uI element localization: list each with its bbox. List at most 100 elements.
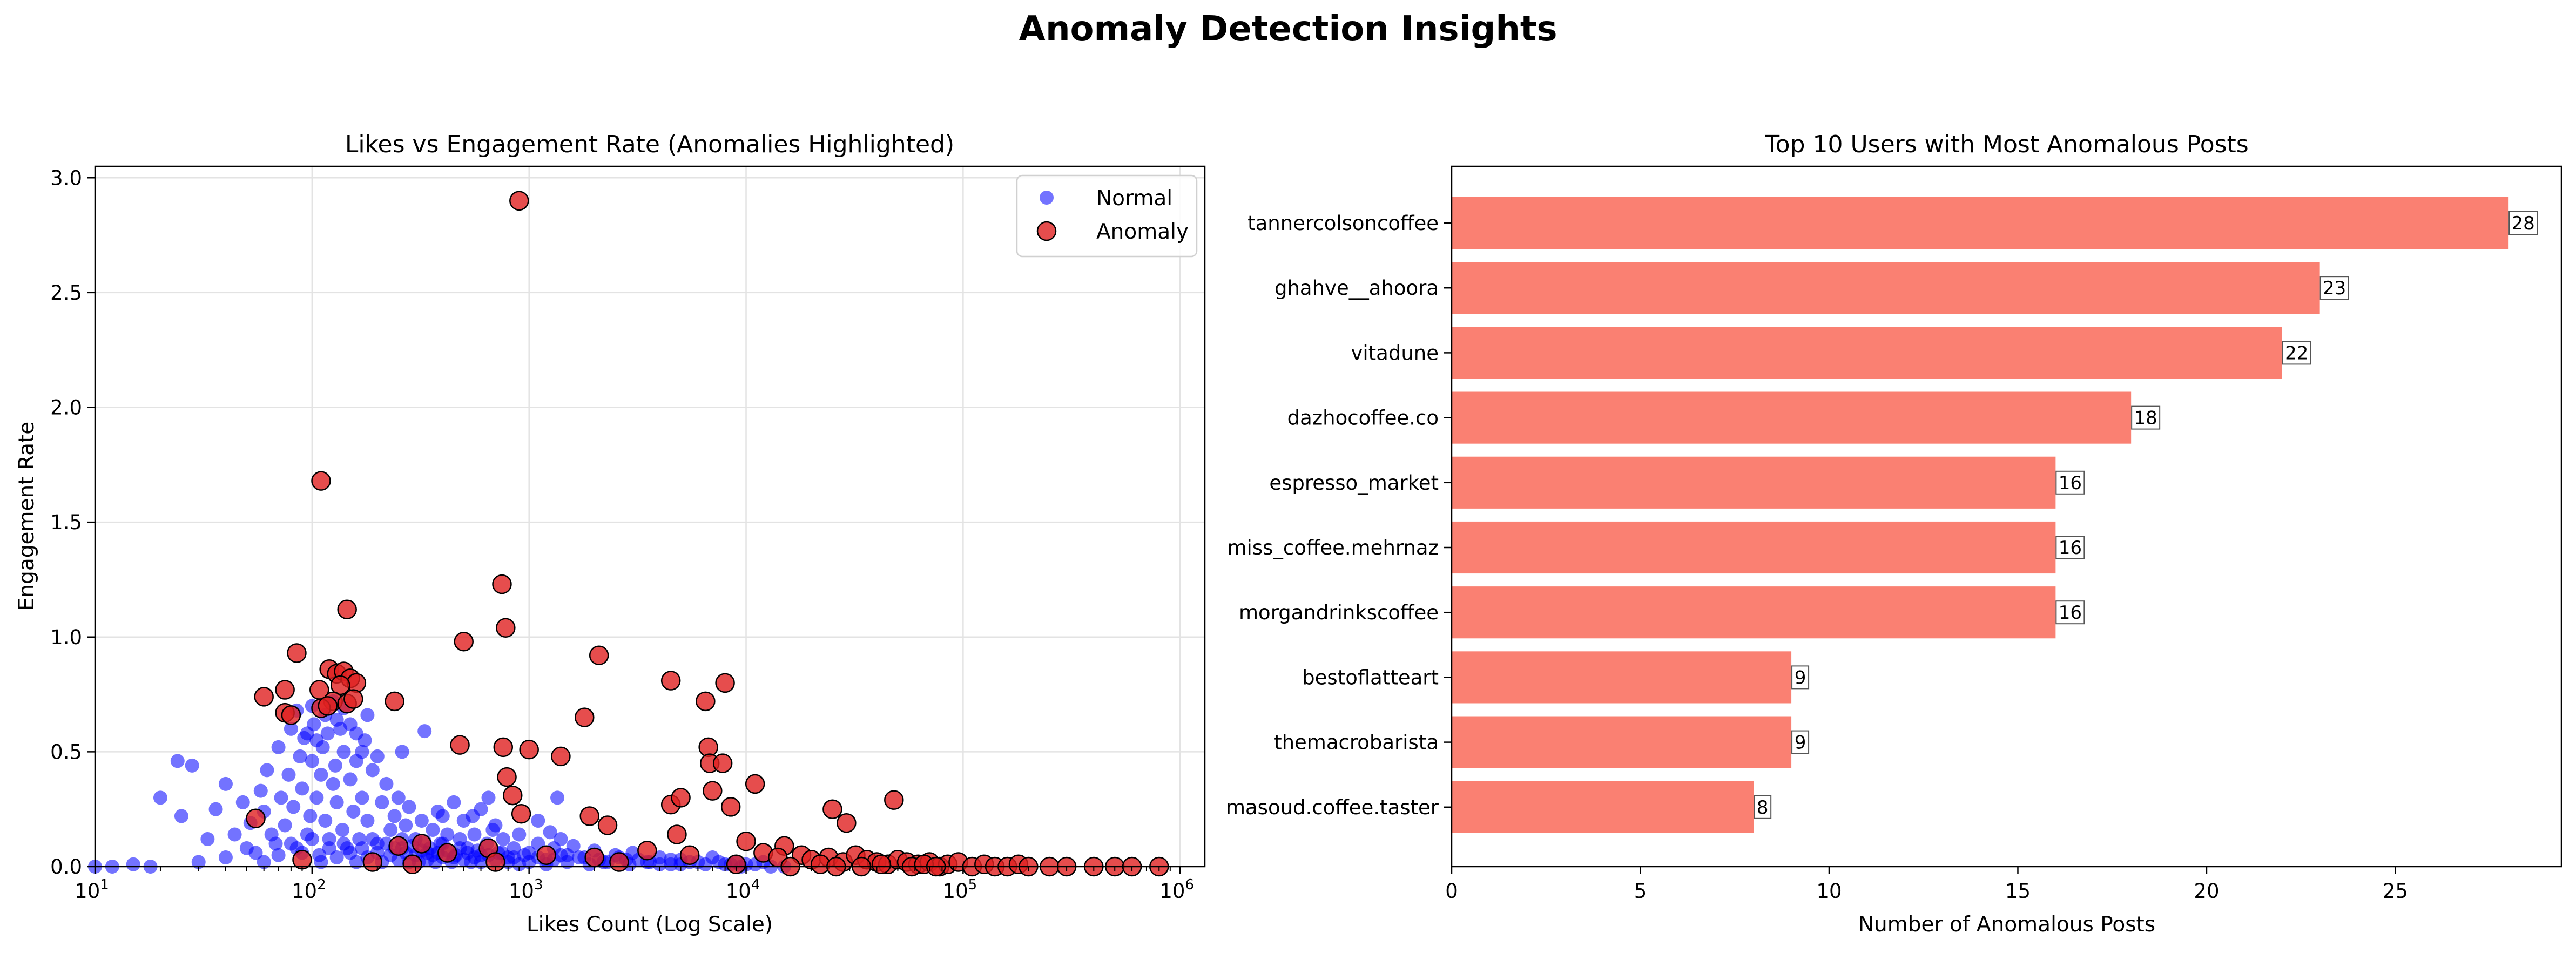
scatter-x-tick-exponent: 6 (1185, 877, 1194, 893)
normal-point (481, 790, 496, 805)
normal-point (402, 800, 416, 814)
bar (1452, 521, 2056, 574)
bar-category-label: espresso_market (1269, 471, 1439, 495)
normal-point (174, 809, 188, 823)
bar-x-tick-label: 25 (2383, 880, 2408, 903)
legend-anomaly-marker (1036, 221, 1057, 241)
normal-point (284, 836, 298, 851)
anomaly-point (884, 790, 904, 810)
normal-point (218, 776, 233, 791)
anomaly-point (337, 599, 357, 619)
normal-point (467, 827, 482, 842)
bar-x-tick-label: 10 (1816, 880, 1842, 903)
normal-point (208, 802, 223, 816)
bar-category-label: ghahve__ahoora (1274, 276, 1439, 300)
bar-value-box (2055, 600, 2085, 625)
scatter-x-tick-exponent: 1 (100, 877, 109, 893)
anomaly-point (454, 632, 474, 652)
normal-point (652, 857, 667, 871)
bar-category-label: vitadune (1351, 341, 1439, 364)
scatter-x-tick-label: 104 (726, 877, 760, 903)
normal-point (300, 726, 314, 741)
anomaly-point (667, 824, 687, 844)
bar-value-label: 16 (2059, 472, 2082, 494)
normal-point (543, 825, 557, 840)
scatter-x-axis-label: Likes Count (Log Scale) (527, 913, 773, 937)
anomaly-point (551, 746, 571, 767)
normal-point (126, 857, 140, 871)
anomaly-point (346, 673, 367, 693)
normal-point (329, 712, 344, 727)
normal-point (399, 818, 413, 833)
bar-marks: 28 23 22 18 16 16 16 9 9 8 (1452, 197, 2538, 833)
anomaly-point (496, 618, 516, 638)
bar-panel: Top 10 Users with Most Anomalous Posts 2… (1226, 131, 2562, 937)
normal-point (550, 790, 565, 805)
anomaly-point (679, 845, 700, 865)
normal-point (260, 763, 274, 778)
normal-point (560, 855, 575, 869)
normal-point (531, 813, 545, 828)
bar-value-label: 22 (2285, 342, 2308, 364)
normal-point (271, 848, 286, 862)
bar-value-box (1791, 730, 1810, 754)
scatter-y-tick-label: 1.5 (50, 511, 82, 534)
bar-value-label: 8 (1757, 797, 1769, 819)
normal-point (274, 790, 288, 805)
figure-title: Anomaly Detection Insights (1019, 9, 1557, 49)
anomaly-point (696, 691, 716, 712)
normal-point (349, 855, 363, 869)
normal-point (336, 745, 351, 759)
scatter-points (88, 191, 1169, 877)
bar-value-label: 16 (2059, 602, 2082, 624)
normal-point (227, 827, 242, 842)
normal-point (305, 754, 319, 768)
anomaly-point (385, 691, 404, 712)
normal-point (318, 813, 333, 828)
scatter-plot-area (95, 166, 1205, 867)
normal-point (395, 745, 409, 759)
normal-point (200, 832, 215, 846)
normal-point (512, 827, 527, 842)
normal-point (355, 745, 369, 759)
normal-point (712, 855, 726, 869)
anomaly-point (318, 696, 338, 716)
bar-category-label: themacrobarista (1274, 731, 1439, 754)
normal-point (239, 841, 254, 855)
normal-point (346, 804, 361, 819)
bar-value-box (2055, 536, 2085, 559)
scatter-x-tick-base: 10 (292, 880, 317, 903)
scatter-x-tick-exponent: 5 (968, 877, 977, 893)
scatter-y-axis-label: Engagement Rate (15, 422, 39, 611)
normal-point (488, 818, 503, 833)
normal-point (391, 790, 406, 805)
normal-point (375, 795, 389, 809)
normal-point (314, 855, 328, 869)
bar-category-label: bestoflatteart (1302, 666, 1439, 689)
scatter-x-tick-exponent: 2 (317, 877, 326, 893)
anomaly-point (287, 643, 307, 663)
bar-value-label: 9 (1795, 667, 1806, 688)
normal-point (305, 832, 319, 846)
anomaly-point (330, 675, 350, 695)
anomaly-point (536, 845, 556, 865)
normal-point (329, 850, 344, 864)
anomaly-point (720, 797, 741, 817)
scatter-y-tick-label: 3.0 (50, 166, 82, 190)
anomaly-point (715, 673, 735, 693)
legend-anomaly-label: Anomaly (1096, 220, 1189, 244)
anomaly-point (726, 854, 746, 874)
normal-point (566, 839, 581, 853)
anomaly-point (584, 847, 604, 868)
normal-point (343, 772, 358, 787)
normal-point (278, 818, 292, 833)
scatter-x-tick-base: 10 (509, 880, 534, 903)
normal-point (447, 795, 461, 809)
bar-x-tick-label: 0 (1445, 880, 1458, 903)
anomaly-point (343, 689, 363, 709)
normal-point (360, 813, 375, 828)
bar-category-label: tannercolsoncoffee (1247, 212, 1439, 235)
bar-x-tick-label: 5 (1634, 880, 1647, 903)
anomaly-point (511, 803, 531, 824)
